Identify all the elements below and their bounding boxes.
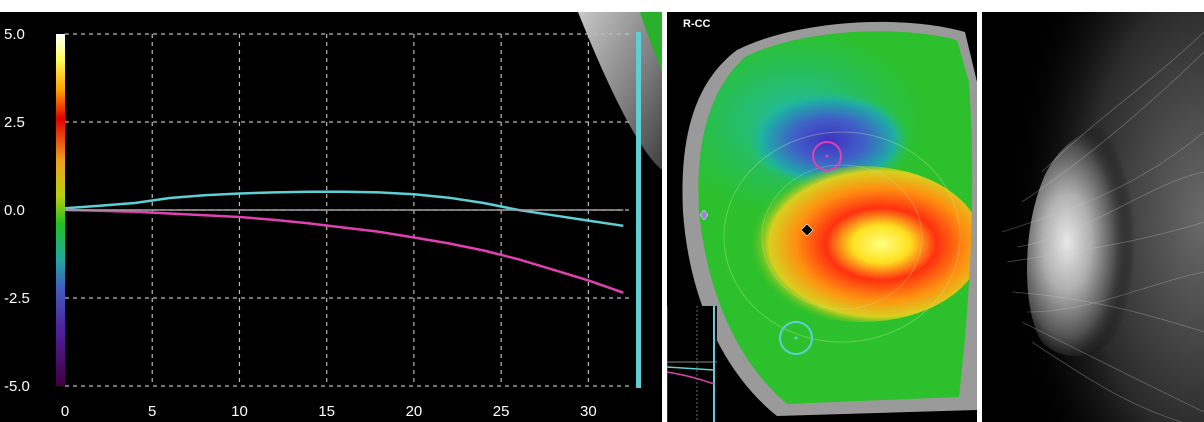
y-tick-label: 2.5 [4,114,25,131]
contour-ring-inner [761,164,923,310]
x-tick-label: 25 [493,403,510,420]
line-chart-panel: 0 5 10 15 20 25 30 5.0 2.5 0.0 -2.5 -5.0 [0,12,662,422]
x-tick-label: 10 [231,403,248,420]
magenta-series-line [64,208,624,294]
x-tick-label: 0 [61,403,69,420]
y-tick-label: -2.5 [4,290,30,307]
y-tick-label: 0.0 [4,202,25,219]
line-chart: 0 5 10 15 20 25 30 5.0 2.5 0.0 -2.5 -5.0 [4,12,662,420]
hot-zone [742,166,973,322]
edge-diamond-marker[interactable] [699,209,709,221]
colorbar [56,34,65,386]
marker-circle-magenta[interactable] [812,141,842,171]
x-tick-label: 5 [148,403,156,420]
marker-circle-cyan[interactable] [779,321,813,355]
contour-ring [723,131,961,343]
x-tick-label: 30 [580,403,597,420]
vertical-cursor-bar[interactable] [636,32,641,388]
diamond-marker[interactable] [800,223,814,237]
density-map-panel: R-CC [667,12,977,422]
cyan-series-line [64,190,624,228]
x-tick-label: 20 [406,403,423,420]
tick-labels: 0 5 10 15 20 25 30 5.0 2.5 0.0 -2.5 -5.0 [4,26,597,420]
marker-center-cyan [794,336,798,340]
cold-zone [749,92,909,188]
fibrous-strands [1001,31,1204,422]
dense-tissue [1027,127,1141,357]
series-group [64,190,624,294]
mammogram-image [982,12,1204,422]
y-tick-label: -5.0 [4,378,30,395]
corner-color-fragment [640,12,662,72]
mini-plot-inset [667,306,717,422]
mammogram-panel [982,12,1204,422]
marker-center-magenta [825,154,829,158]
y-tick-label: 5.0 [4,26,25,43]
density-map [667,21,977,422]
view-label: R-CC [683,18,711,30]
x-tick-label: 15 [318,403,335,420]
